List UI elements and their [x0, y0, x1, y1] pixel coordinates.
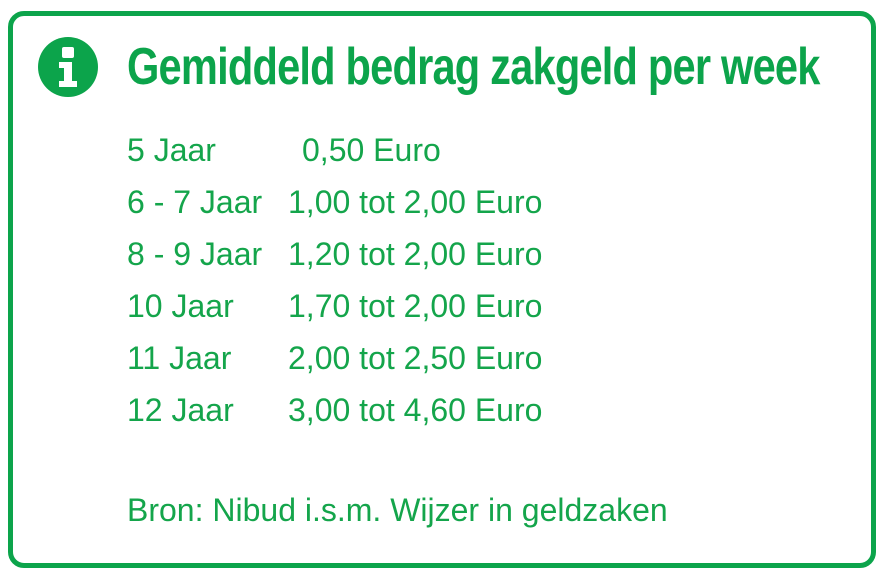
age-label: 5 Jaar	[127, 132, 216, 168]
age-label: 10 Jaar	[127, 288, 234, 324]
info-card: Gemiddeld bedrag zakgeld per week 5 Jaar…	[8, 11, 876, 568]
table-row: 11 Jaar 2,00 tot 2,50 Euro	[127, 332, 542, 384]
info-icon	[38, 37, 98, 97]
age-label: 6 - 7 Jaar	[127, 184, 263, 220]
table-row: 5 Jaar 0,50 Euro	[127, 124, 542, 176]
amount-value: 1,00 tot 2,00 Euro	[288, 184, 543, 220]
source-text: Bron: Nibud i.s.m. Wijzer in geldzaken	[127, 492, 668, 528]
amount-value: 2,00 tot 2,50 Euro	[288, 340, 543, 376]
pocket-money-table: 5 Jaar 0,50 Euro 6 - 7 Jaar 1,00 tot 2,0…	[127, 124, 542, 436]
card-title: Gemiddeld bedrag zakgeld per week	[127, 38, 820, 96]
table-row: 6 - 7 Jaar 1,00 tot 2,00 Euro	[127, 176, 542, 228]
amount-value: 1,70 tot 2,00 Euro	[288, 288, 543, 324]
age-label: 11 Jaar	[127, 340, 232, 376]
table-row: 10 Jaar 1,70 tot 2,00 Euro	[127, 280, 542, 332]
age-label: 12 Jaar	[127, 392, 234, 428]
amount-value: 1,20 tot 2,00 Euro	[288, 236, 543, 272]
table-row: 12 Jaar 3,00 tot 4,60 Euro	[127, 384, 542, 436]
table-row: 8 - 9 Jaar 1,20 tot 2,00 Euro	[127, 228, 542, 280]
age-label: 8 - 9 Jaar	[127, 236, 263, 272]
amount-value: 0,50 Euro	[302, 132, 441, 168]
amount-value: 3,00 tot 4,60 Euro	[288, 392, 543, 428]
